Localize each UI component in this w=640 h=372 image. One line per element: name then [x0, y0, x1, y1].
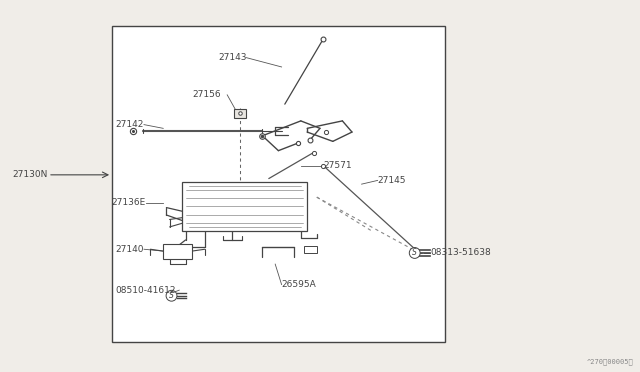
Text: 08510-41612: 08510-41612 — [115, 286, 176, 295]
Text: 27143: 27143 — [218, 53, 246, 62]
Text: 26595A: 26595A — [282, 280, 316, 289]
Text: 08313-51638: 08313-51638 — [430, 248, 491, 257]
Text: S: S — [169, 291, 174, 300]
Bar — [234, 109, 246, 118]
Text: 27136E: 27136E — [111, 198, 146, 207]
Bar — [304, 246, 317, 253]
Bar — [112, 26, 445, 342]
Bar — [182, 182, 307, 231]
Text: 27156: 27156 — [192, 90, 221, 99]
Text: 27571: 27571 — [323, 161, 352, 170]
Text: ^270　00005、: ^270 00005、 — [587, 358, 634, 365]
Text: 27145: 27145 — [378, 176, 406, 185]
Text: 27140: 27140 — [115, 245, 144, 254]
Text: 27130N: 27130N — [13, 170, 48, 179]
Bar — [163, 244, 192, 259]
Text: S: S — [412, 248, 417, 257]
Text: 27142: 27142 — [116, 120, 144, 129]
